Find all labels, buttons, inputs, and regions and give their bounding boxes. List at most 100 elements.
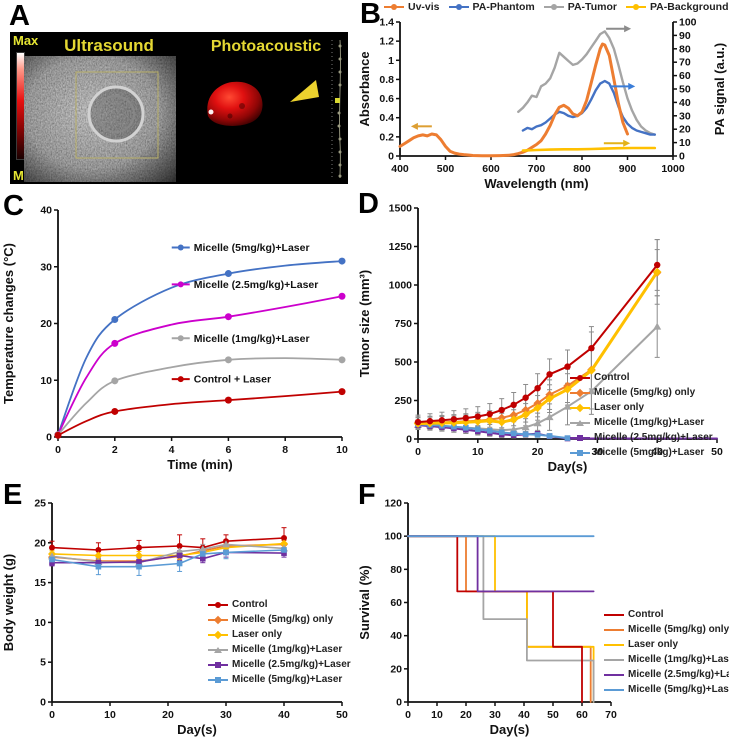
svg-text:Wavelength (nm): Wavelength (nm) xyxy=(484,176,588,191)
pa-signal-blob xyxy=(207,81,263,126)
svg-text:Day(s): Day(s) xyxy=(490,722,530,737)
svg-text:Control + Laser: Control + Laser xyxy=(194,374,271,386)
legend-item: Micelle (2.5mg/kg)+Laser xyxy=(570,432,713,444)
svg-text:0: 0 xyxy=(415,446,421,458)
svg-text:0: 0 xyxy=(49,709,55,721)
legend-item: Micelle (1mg/kg)+Laser xyxy=(604,654,729,666)
panel-f-survival-chart: F 0 10 20 30 40 50 60 70 0 20 40 60 80 100 120 Day(s) Su… xyxy=(356,481,729,750)
legend: Control Micelle (5mg/kg) only Laser only Mi… xyxy=(570,372,713,459)
legend-label: Uv-vis xyxy=(408,1,440,13)
svg-text:Absorbance: Absorbance xyxy=(357,51,372,126)
legend-swatch xyxy=(208,601,228,610)
legend-swatch xyxy=(604,656,624,665)
legend-item: Micelle (5mg/kg)+Laser xyxy=(570,447,713,459)
legend-swatch xyxy=(625,3,646,12)
legend-label: Micelle (5mg/kg)+Laser xyxy=(232,674,343,685)
svg-text:Survival (%): Survival (%) xyxy=(357,565,372,639)
panel-c-temperature-chart: C 0 2 4 6 8 10 0 10 20 30 40 Time (min) Temperature … xyxy=(0,192,356,487)
panel-b-label: B xyxy=(360,0,381,30)
legend-swatch xyxy=(604,686,624,695)
legend-label: PA-Background xyxy=(649,1,729,13)
legend-item: Micelle (1mg/kg)+Laser xyxy=(208,644,351,656)
legend-swatch xyxy=(208,661,228,670)
legend-swatch xyxy=(604,611,624,620)
legend-item: Micelle (5mg/kg)+Laser xyxy=(604,684,729,696)
svg-text:100: 100 xyxy=(679,17,697,29)
chart-canvas: 400 500 600 700 800 900 100000.20.40.60.811.21… xyxy=(357,17,727,192)
svg-text:1000: 1000 xyxy=(661,163,685,175)
legend-item: Control xyxy=(604,609,729,621)
roi-box xyxy=(75,71,159,159)
svg-text:50: 50 xyxy=(547,709,559,721)
legend-swatch xyxy=(570,388,590,398)
svg-text:1000: 1000 xyxy=(389,280,413,292)
legend-swatch xyxy=(570,419,590,428)
ultrasound-label: Ultrasound xyxy=(64,36,154,55)
svg-text:0.8: 0.8 xyxy=(379,74,394,86)
legend-item: Micelle (5mg/kg) only xyxy=(570,387,713,399)
legend-item: PA-Phantom xyxy=(448,1,535,13)
svg-text:100: 100 xyxy=(384,531,402,543)
svg-text:Body weight (g): Body weight (g) xyxy=(1,554,16,652)
svg-text:1.2: 1.2 xyxy=(379,36,394,48)
imaging-area: Max Min Ultrasound Photoacoustic xyxy=(10,32,348,184)
svg-text:6: 6 xyxy=(225,444,231,456)
svg-text:80: 80 xyxy=(679,43,691,55)
svg-text:60: 60 xyxy=(679,70,691,82)
svg-text:Tumor size (mm³): Tumor size (mm³) xyxy=(357,270,372,377)
panel-e-body-weight-chart: E 0 10 20 30 40 50 0 5 10 15 20 25 Day(s) Body weight… xyxy=(0,481,356,750)
legend-label: Control xyxy=(232,599,268,610)
svg-text:0.4: 0.4 xyxy=(379,112,394,124)
svg-text:400: 400 xyxy=(391,163,409,175)
svg-text:80: 80 xyxy=(390,564,402,576)
svg-text:500: 500 xyxy=(394,357,412,369)
legend-swatch xyxy=(208,630,228,640)
legend-item: Micelle (5mg/kg) only xyxy=(208,614,351,626)
svg-text:70: 70 xyxy=(605,709,617,721)
svg-text:10: 10 xyxy=(679,137,691,149)
svg-text:10: 10 xyxy=(472,446,484,458)
svg-text:30: 30 xyxy=(489,709,501,721)
svg-text:4: 4 xyxy=(169,444,175,456)
legend-label: PA-Tumor xyxy=(567,1,617,13)
svg-text:20: 20 xyxy=(679,124,691,136)
svg-text:Day(s): Day(s) xyxy=(177,722,217,737)
panel-d-label: D xyxy=(358,188,379,220)
svg-text:10: 10 xyxy=(40,375,52,387)
svg-text:250: 250 xyxy=(394,395,412,407)
svg-text:25: 25 xyxy=(34,498,46,510)
svg-text:90: 90 xyxy=(679,30,691,42)
svg-text:20: 20 xyxy=(390,663,402,675)
svg-text:Micelle (1mg/kg)+Laser: Micelle (1mg/kg)+Laser xyxy=(194,333,310,345)
legend-item: Micelle (2.5mg/kg)+Laser xyxy=(208,659,351,671)
svg-text:40: 40 xyxy=(278,709,290,721)
svg-text:2: 2 xyxy=(112,444,118,456)
legend-item: PA-Tumor xyxy=(543,1,617,13)
legend-swatch xyxy=(570,449,590,458)
svg-text:40: 40 xyxy=(518,709,530,721)
legend-label: Micelle (5mg/kg) only xyxy=(628,624,729,635)
legend-swatch xyxy=(570,403,590,413)
svg-text:15: 15 xyxy=(34,577,46,589)
ruler-marker xyxy=(335,98,340,103)
svg-text:10: 10 xyxy=(336,444,348,456)
legend-label: Micelle (2.5mg/kg)+Laser xyxy=(232,659,351,670)
chart-canvas: 0 10 20 30 40 500250500750100012501500Day(s)T… xyxy=(357,203,723,475)
svg-text:40: 40 xyxy=(390,630,402,642)
svg-text:Temperature changes (°C): Temperature changes (°C) xyxy=(1,243,16,404)
svg-text:120: 120 xyxy=(384,498,402,510)
legend-swatch xyxy=(208,615,228,625)
svg-text:0: 0 xyxy=(388,151,394,163)
legend-label: Micelle (2.5mg/kg)+Laser xyxy=(594,432,713,443)
legend-item: Micelle (5mg/kg) only xyxy=(604,624,729,636)
svg-text:20: 20 xyxy=(34,537,46,549)
tumor-outline xyxy=(87,85,145,143)
legend-swatch xyxy=(448,3,469,12)
legend-label: Micelle (5mg/kg) only xyxy=(232,614,334,625)
legend: Control Micelle (5mg/kg) only Laser only Mi… xyxy=(208,599,351,686)
legend-label: Laser only xyxy=(232,629,283,640)
legend-label: Control xyxy=(628,609,664,620)
svg-text:70: 70 xyxy=(679,57,691,69)
legend-label: Micelle (5mg/kg) only xyxy=(594,387,696,398)
svg-text:700: 700 xyxy=(528,163,546,175)
